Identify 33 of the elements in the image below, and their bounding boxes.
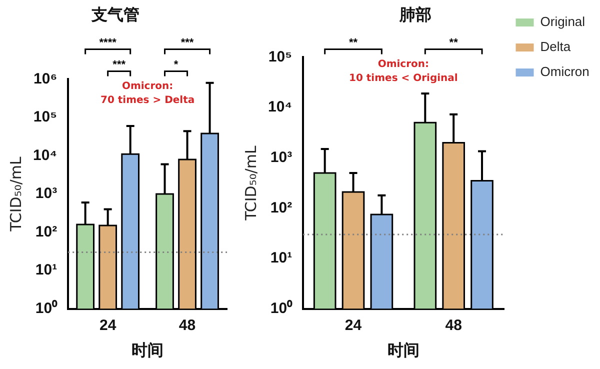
y-tick-label: 10⁴ xyxy=(32,146,58,164)
y-tick-label: 10¹ xyxy=(270,250,292,267)
y-tick-label: 10⁰ xyxy=(270,298,294,317)
y-tick-label: 10² xyxy=(35,223,58,240)
x-tick-label: 48 xyxy=(178,316,196,334)
y-tick-label: 10² xyxy=(270,199,292,216)
y-tick-label: 10⁶ xyxy=(34,70,58,88)
y-tick-label: 10¹ xyxy=(35,262,58,279)
chart-title: 肺部 xyxy=(398,4,432,24)
annotation: Omicron: 10 times < Original xyxy=(349,59,458,84)
text: ** xyxy=(449,37,459,50)
x-axis-title: 时间 xyxy=(387,340,420,360)
annotation: Omicron: 70 times > Delta xyxy=(100,81,195,106)
chart-title: 支气管 xyxy=(90,4,140,24)
text: **** xyxy=(99,37,116,50)
text: *** xyxy=(112,59,126,72)
legend-label: Delta xyxy=(540,39,572,54)
y-tick-label: 10⁵ xyxy=(268,48,292,66)
y-tick-label: 10³ xyxy=(35,185,58,202)
x-tick-label: 24 xyxy=(99,316,117,334)
y-tick-label: 10⁰ xyxy=(35,298,58,317)
x-tick-label: 24 xyxy=(344,316,362,334)
text: *** * xyxy=(174,37,194,72)
text: ** xyxy=(348,37,358,50)
y-axis-title: TCID₅₀/mL xyxy=(242,144,260,222)
legend-label: Original xyxy=(540,14,586,30)
x-tick-label: 48 xyxy=(445,316,462,334)
x-axis-title: 时间 xyxy=(132,340,164,360)
y-axis-title: TCID₅₀/mL xyxy=(6,156,25,232)
y-tick-label: 10⁵ xyxy=(33,108,58,126)
legend-label: Omicron xyxy=(540,64,590,80)
y-tick-label: 10⁴ xyxy=(268,98,292,116)
y-tick-label: 10³ xyxy=(270,148,292,166)
